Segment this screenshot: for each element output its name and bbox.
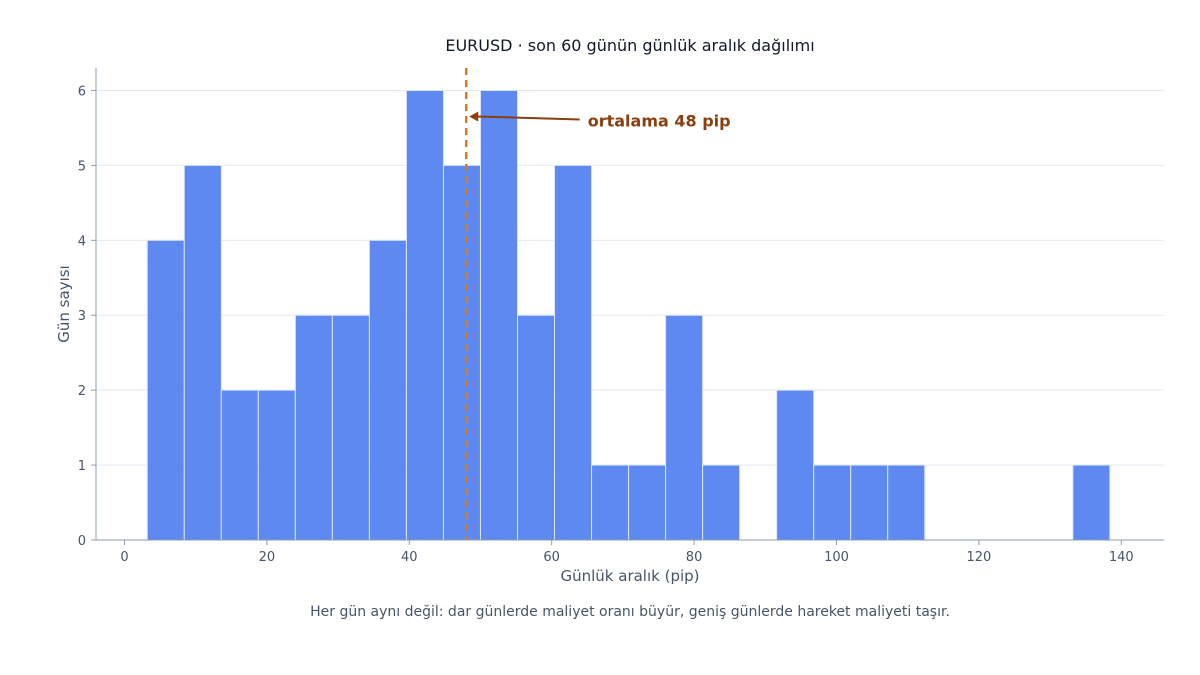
histogram-bar-5: [294, 314, 333, 541]
y-tick-label: 6: [78, 84, 86, 99]
histogram-bar-16: [702, 464, 741, 541]
y-ticks: 0 1 2 3 4 5 6: [78, 84, 96, 549]
x-axis-label: Günlük aralık (pip): [560, 567, 699, 585]
x-ticks: 0 20 40 60 80 100 120 140: [120, 540, 1134, 565]
axes: [95, 68, 1164, 541]
histogram-bar-18: [776, 389, 815, 541]
histogram-bar-13: [591, 464, 630, 541]
mean-annotation: ortalama 48 pip: [588, 111, 731, 130]
histogram-bar-6: [331, 314, 370, 541]
histogram-bar-14: [628, 464, 667, 541]
chart-caption: Her gün aynı değil: dar günlerde maliyet…: [310, 604, 950, 620]
x-tick-label: 120: [966, 550, 991, 565]
mean-marker: ortalama 48 pip: [464, 68, 731, 540]
histogram-bar-11: [517, 314, 556, 541]
histogram-bar-1: [146, 239, 185, 541]
y-tick-label: 2: [78, 384, 86, 399]
y-tick-label: 5: [78, 159, 86, 174]
histogram-bar-19: [813, 464, 852, 541]
chart-title: EURUSD · son 60 günün günlük aralık dağı…: [445, 36, 814, 55]
y-tick-label: 1: [78, 459, 86, 474]
histogram-bar-7: [368, 239, 407, 541]
histogram-bar-10: [479, 89, 519, 541]
x-tick-label: 100: [824, 550, 849, 565]
y-axis-label: Gün sayısı: [55, 265, 73, 342]
x-tick-label: 0: [120, 550, 128, 565]
y-tick-label: 4: [78, 234, 86, 249]
annotation-arrowhead: [469, 111, 479, 122]
x-tick-label: 20: [259, 550, 276, 565]
bars: [146, 89, 1111, 541]
histogram-bar-21: [887, 464, 926, 541]
histogram-bar-3: [220, 389, 259, 541]
histogram-bar-26: [1072, 464, 1111, 541]
x-tick-label: 40: [401, 550, 418, 565]
x-tick-label: 140: [1109, 550, 1134, 565]
histogram-bar-4: [257, 389, 296, 541]
histogram-bar-15: [665, 314, 704, 541]
histogram-bar-20: [850, 464, 889, 541]
histogram-bar-9: [442, 164, 481, 541]
y-tick-label: 0: [78, 534, 86, 549]
histogram-bar-12: [554, 164, 593, 541]
histogram-bar-8: [405, 89, 444, 541]
x-tick-label: 60: [543, 550, 560, 565]
x-tick-label: 80: [686, 550, 703, 565]
histogram-bar-2: [183, 164, 222, 541]
annotation-arrow: [476, 115, 580, 121]
y-tick-label: 3: [78, 309, 86, 324]
